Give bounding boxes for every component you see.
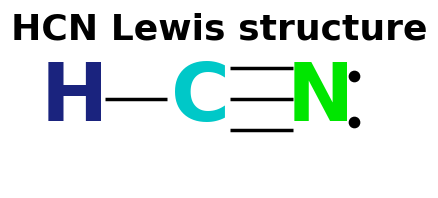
Text: HCN Lewis structure: HCN Lewis structure: [11, 12, 427, 46]
Text: N: N: [286, 60, 354, 138]
Text: H: H: [41, 60, 108, 138]
Point: [351, 121, 358, 124]
Text: C: C: [171, 60, 230, 138]
Point: [351, 74, 358, 77]
